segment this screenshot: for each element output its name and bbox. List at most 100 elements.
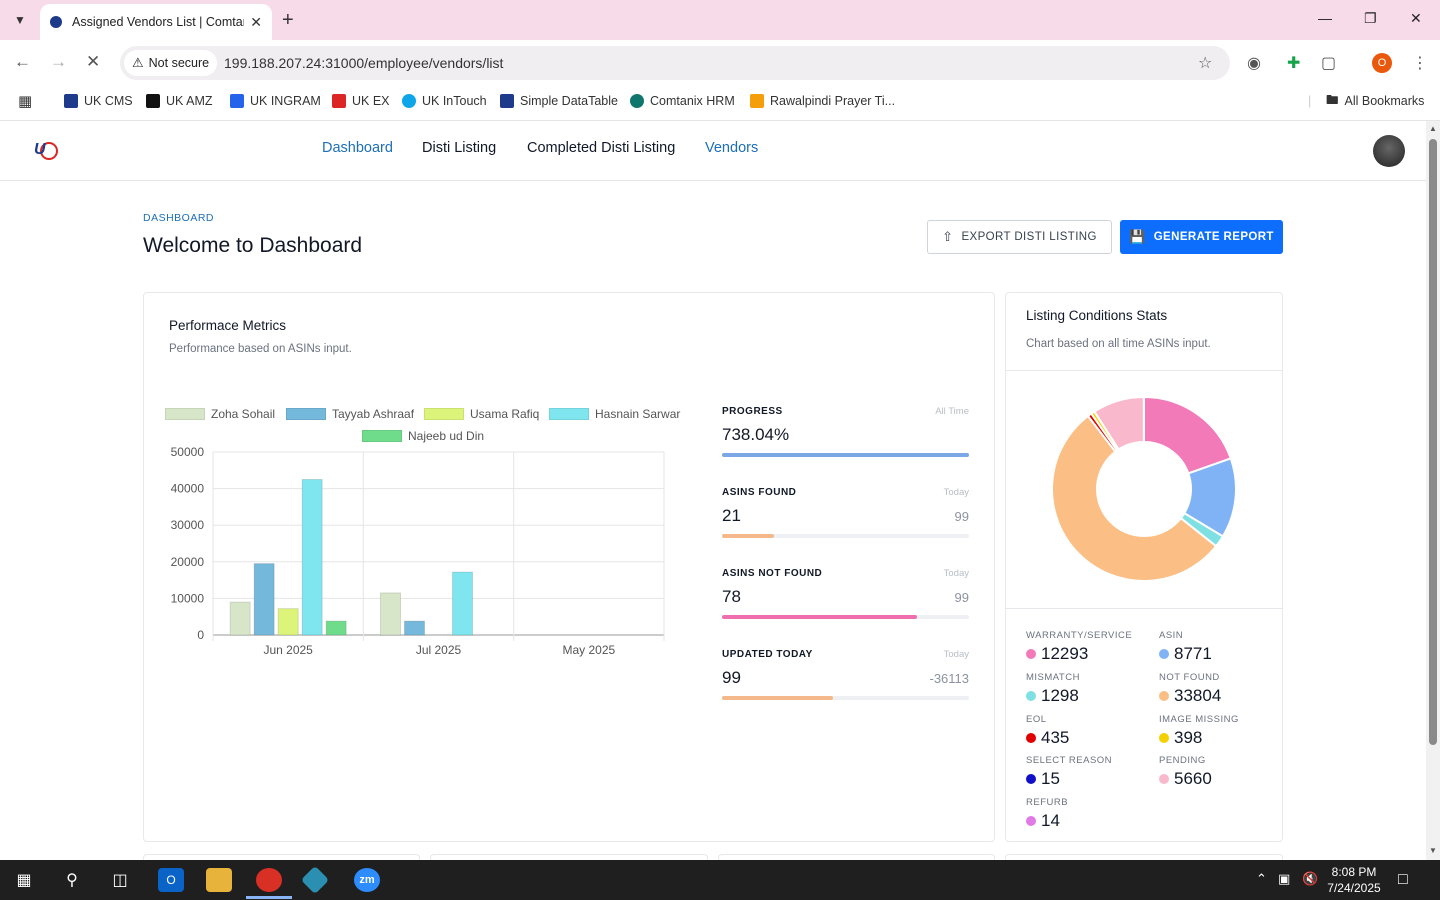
metric-progress-fill <box>722 615 918 619</box>
minimize-icon[interactable]: — <box>1318 10 1332 26</box>
outlook-icon[interactable]: O <box>158 868 184 892</box>
scroll-up-icon[interactable]: ▲ <box>1429 124 1437 133</box>
donut-slice[interactable] <box>1051 414 1218 582</box>
metric-value: 78 <box>722 587 741 606</box>
y-tick-label: 10000 <box>171 591 205 605</box>
export-disti-listing-button[interactable]: ⇧ EXPORT DISTI LISTING <box>927 220 1112 254</box>
extension-icon[interactable]: ✚ <box>1287 55 1301 72</box>
bookmark-uk-intouch[interactable]: UK InTouch <box>402 92 487 110</box>
bar <box>277 608 299 636</box>
bar <box>404 620 425 636</box>
stat-asin: ASIN 8771 <box>1159 630 1212 663</box>
bookmark-uk-ex[interactable]: UK EX <box>332 92 390 110</box>
tab-search-button[interactable]: ▼ <box>14 13 26 27</box>
metric-updated-today: UPDATED TODAY Today 99 -36113 <box>722 649 969 700</box>
windows-start-icon[interactable]: ▦ <box>16 872 32 889</box>
translate-icon[interactable]: ◉ <box>1247 55 1261 72</box>
zoom-icon[interactable]: zm <box>354 868 380 892</box>
legend-item[interactable]: Najeeb ud Din <box>362 429 484 443</box>
nav-vendors[interactable]: Vendors <box>705 140 759 156</box>
security-chip[interactable]: ⚠ Not secure <box>124 50 218 76</box>
legend-item[interactable]: Hasnain Sarwar <box>549 407 680 421</box>
stat-refurb: REFURB 14 <box>1026 797 1069 830</box>
window-close-icon[interactable]: ✕ <box>1410 10 1422 26</box>
legend-item[interactable]: Tayyab Ashraaf <box>286 407 414 421</box>
metric-side-value: 99 <box>954 509 969 524</box>
uk-logo[interactable]: U <box>32 139 60 163</box>
user-avatar[interactable] <box>1373 135 1405 167</box>
restore-icon[interactable]: ❐ <box>1364 10 1377 26</box>
folder-icon: 🖿 <box>1326 92 1339 107</box>
tray-chevron-icon[interactable]: ⌃ <box>1256 871 1267 886</box>
metric-progress-fill <box>722 453 969 457</box>
app-navbar <box>0 121 1426 181</box>
taskbar-clock[interactable]: 8:08 PM 7/24/2025 <box>1318 864 1390 896</box>
omnibox[interactable] <box>120 46 1230 80</box>
chrome-icon[interactable] <box>256 868 282 892</box>
extensions-puzzle-icon[interactable]: ▢ <box>1321 55 1337 72</box>
active-tab[interactable]: Assigned Vendors List | Comtan ✕ <box>40 4 272 40</box>
nav-dashboard[interactable]: Dashboard <box>322 140 393 156</box>
bookmark-comtanix-hrm[interactable]: Comtanix HRM <box>630 92 735 110</box>
volume-muted-icon[interactable]: 🔇 <box>1302 871 1319 886</box>
tab-close-icon[interactable]: ✕ <box>250 13 262 30</box>
x-tick-label: Jun 2025 <box>263 643 313 657</box>
legend-dot <box>1026 649 1036 659</box>
metric-hint: Today <box>943 487 969 498</box>
bookmark-uk-cms[interactable]: UK CMS <box>64 92 133 110</box>
stat-mismatch: MISMATCH 1298 <box>1026 672 1080 705</box>
legend-dot <box>1026 774 1036 784</box>
metric-label: ASINS NOT FOUND <box>722 568 823 579</box>
bar <box>325 620 347 636</box>
metric-label: UPDATED TODAY <box>722 649 813 660</box>
breadcrumb: DASHBOARD <box>143 212 215 224</box>
scrollbar-thumb[interactable] <box>1429 139 1437 745</box>
page-scrollbar[interactable]: ▲ ▼ <box>1426 121 1440 860</box>
legend-swatch <box>165 408 205 420</box>
notifications-icon[interactable]: □ <box>1398 871 1408 888</box>
bookmark-uk-amz[interactable]: UK AMZ <box>146 92 213 110</box>
legend-swatch <box>362 430 402 442</box>
legend-item[interactable]: Usama Rafiq <box>424 407 539 421</box>
active-app-indicator <box>246 896 292 899</box>
all-bookmarks[interactable]: 🖿 All Bookmarks <box>1326 92 1424 110</box>
save-icon: 💾 <box>1129 229 1146 244</box>
network-icon[interactable]: ▣ <box>1278 871 1291 886</box>
bookmark-favicon-icon <box>630 94 644 108</box>
legend-dot <box>1159 691 1169 701</box>
bookmark-rawalpindi-prayer[interactable]: Rawalpindi Prayer Ti... <box>750 92 895 110</box>
y-tick-label: 40000 <box>171 482 205 496</box>
x-tick-label: May 2025 <box>562 643 615 657</box>
metric-progress-bar <box>722 453 969 457</box>
bookmark-uk-ingram[interactable]: UK INGRAM <box>230 92 321 110</box>
metric-progress: PROGRESS All Time 738.04% <box>722 406 969 457</box>
metric-progress-bar <box>722 696 969 700</box>
metric-hint: All Time <box>935 406 969 417</box>
profile-avatar[interactable]: O <box>1372 53 1392 73</box>
file-explorer-icon[interactable] <box>206 868 232 892</box>
nav-completed-disti-listing[interactable]: Completed Disti Listing <box>527 140 676 156</box>
metric-value: 99 <box>722 668 741 687</box>
back-icon[interactable]: ← <box>14 52 31 71</box>
url-text[interactable]: 199.188.207.24:31000/employee/vendors/li… <box>224 55 504 71</box>
legend-swatch <box>424 408 464 420</box>
y-tick-label: 50000 <box>171 445 205 459</box>
donut-slice[interactable] <box>1143 395 1233 475</box>
bar <box>452 571 473 636</box>
stop-loading-icon[interactable]: ✕ <box>86 52 101 71</box>
task-view-icon[interactable]: ◫ <box>112 872 128 889</box>
bookmark-favicon-icon <box>230 94 244 108</box>
bookmark-favicon-icon <box>146 94 160 108</box>
legend-item[interactable]: Zoha Sohail <box>165 407 275 421</box>
scroll-down-icon[interactable]: ▼ <box>1429 846 1437 855</box>
forward-icon[interactable]: → <box>50 52 67 71</box>
apps-grid-icon[interactable]: ▦ <box>18 93 33 110</box>
new-tab-button[interactable]: + <box>282 9 294 31</box>
browser-menu-icon[interactable]: ⋮ <box>1412 55 1428 72</box>
search-icon[interactable]: ⚲ <box>66 872 78 889</box>
nav-disti-listing[interactable]: Disti Listing <box>422 140 497 156</box>
bookmark-simple-datatable[interactable]: Simple DataTable <box>500 92 618 110</box>
generate-report-button[interactable]: 💾 GENERATE REPORT <box>1120 220 1283 254</box>
bookmark-star-icon[interactable]: ☆ <box>1198 55 1213 72</box>
metric-value: 21 <box>722 506 741 525</box>
